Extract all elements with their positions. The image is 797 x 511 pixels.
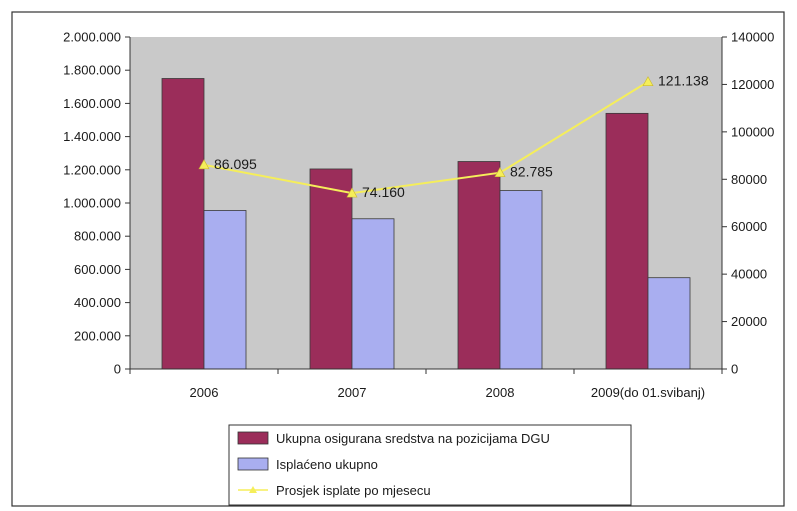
left-axis-tick-label: 1.600.000 xyxy=(63,96,121,111)
right-axis-tick-label: 60000 xyxy=(731,219,767,234)
average-data-label: 74.160 xyxy=(362,184,405,200)
right-axis-ticks: 0 20000 40000 60000 80000 100000 120000 140000 xyxy=(722,30,774,377)
bar-paid-total xyxy=(203,210,247,370)
legend-swatch-total-funds xyxy=(237,431,269,445)
category-labels: 2006 2007 2008 2009(do 01.svibanj) xyxy=(129,369,723,400)
left-axis-tick-label: 1.200.000 xyxy=(63,162,121,177)
left-axis-tick-label: 400.000 xyxy=(74,295,121,310)
right-axis-tick-label: 20000 xyxy=(731,314,767,329)
legend-label-paid-total: Isplaćeno ukupno xyxy=(276,457,378,472)
average-marker xyxy=(346,187,358,198)
left-axis-tick-label: 1.400.000 xyxy=(63,129,121,144)
x-axis-category-label: 2008 xyxy=(486,385,515,400)
left-axis-tick-label: 800.000 xyxy=(74,229,121,244)
left-axis-tick-label: 2.000.000 xyxy=(63,30,121,45)
left-axis-ticks: 0 200.000 400.000 600.000 800.000 1.000.000 1.… xyxy=(63,30,130,377)
x-axis-category-label: 2006 xyxy=(190,385,219,400)
right-axis-tick-label: 0 xyxy=(731,362,738,377)
legend-box xyxy=(228,424,632,506)
x-axis-category-label: 2009(do 01.svibanj) xyxy=(591,385,705,400)
average-line: 86.095 74.160 82.785 121.138 xyxy=(198,73,709,200)
average-marker xyxy=(494,167,506,177)
average-marker xyxy=(642,76,654,87)
right-axis-tick-label: 120000 xyxy=(731,77,774,92)
legend-swatch-paid-total xyxy=(237,457,269,471)
average-line-path xyxy=(203,80,649,195)
average-data-label: 121.138 xyxy=(658,73,709,89)
right-axis-tick-label: 140000 xyxy=(731,30,774,45)
legend-label-total-funds: Ukupna osigurana sredstva na pozicijama … xyxy=(276,431,550,446)
bar-paid-total xyxy=(351,218,395,370)
bar-total-funds xyxy=(309,168,353,370)
right-axis-tick-label: 100000 xyxy=(731,124,774,139)
x-axis-category-label: 2007 xyxy=(338,385,367,400)
bar-paid-total xyxy=(647,277,691,370)
left-axis-tick-label: 0 xyxy=(114,362,121,377)
average-data-label: 82.785 xyxy=(510,164,553,180)
right-axis-tick-label: 40000 xyxy=(731,267,767,282)
average-data-label: 86.095 xyxy=(214,156,257,172)
bar-paid-total xyxy=(499,190,543,370)
left-axis-tick-label: 1.000.000 xyxy=(63,196,121,211)
bar-total-funds xyxy=(605,112,649,370)
left-axis-tick-label: 600.000 xyxy=(74,262,121,277)
bars xyxy=(161,78,691,370)
legend-marker-monthly-average xyxy=(249,486,257,493)
left-axis-tick-label: 1.800.000 xyxy=(63,63,121,78)
legend: Ukupna osigurana sredstva na pozicijama … xyxy=(228,424,632,506)
average-marker xyxy=(198,159,210,170)
left-axis-tick-label: 200.000 xyxy=(74,328,121,343)
legend-label-monthly-average: Prosjek isplate po mjesecu xyxy=(276,483,431,498)
right-axis-tick-label: 80000 xyxy=(731,172,767,187)
bar-total-funds xyxy=(161,78,205,370)
bar-total-funds xyxy=(457,161,501,370)
